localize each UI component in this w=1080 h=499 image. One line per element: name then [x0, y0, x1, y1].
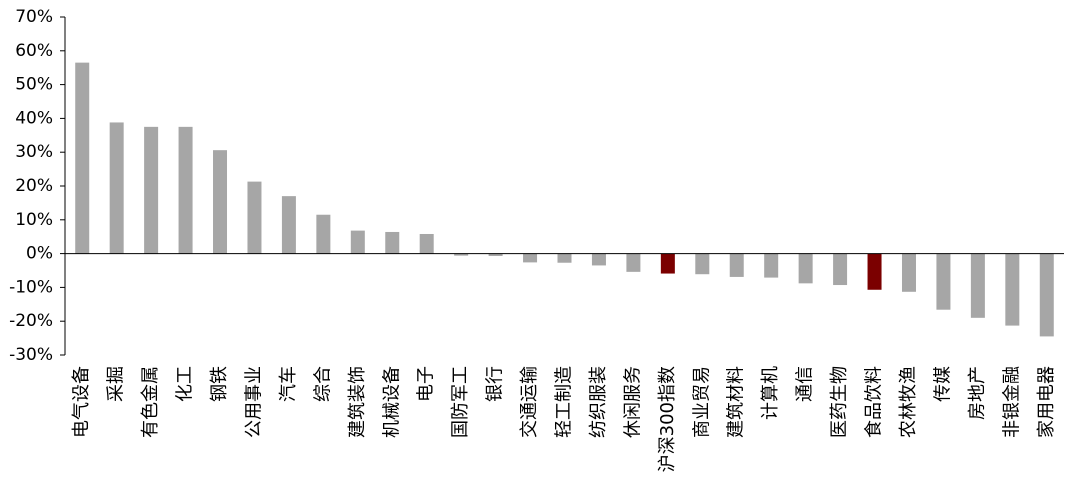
category-label: 电子	[416, 366, 437, 402]
bar	[385, 231, 400, 254]
category-label: 机械设备	[381, 366, 402, 438]
category-label: 钢铁	[209, 366, 230, 402]
y-tick-label: 10%	[15, 210, 53, 230]
category-label: 非银金融	[1001, 366, 1022, 438]
bar	[764, 253, 779, 278]
bar	[1005, 253, 1020, 326]
y-tick-label: -30%	[9, 345, 53, 365]
y-tick-label: 70%	[15, 7, 53, 27]
bar	[729, 253, 744, 277]
bar	[213, 150, 228, 254]
bar	[557, 253, 572, 263]
category-label: 公用事业	[244, 366, 265, 438]
bar	[867, 253, 882, 290]
category-label: 交通运输	[519, 366, 540, 438]
category-label: 传媒	[932, 366, 953, 402]
category-label: 家用电器	[1036, 366, 1057, 438]
y-tick-label: -20%	[9, 311, 53, 331]
category-label: 商业贸易	[691, 366, 712, 438]
category-label: 医药生物	[829, 366, 850, 438]
bar	[247, 181, 262, 254]
category-label: 计算机	[760, 366, 781, 420]
category-label: 化工	[175, 366, 196, 402]
category-label: 建筑装饰	[347, 366, 368, 438]
bar	[833, 253, 848, 286]
category-label: 银行	[485, 366, 506, 402]
category-label: 沪深300指数	[657, 366, 678, 472]
y-tick-label: 50%	[15, 75, 53, 95]
bar	[660, 253, 675, 274]
bar	[695, 253, 710, 275]
category-label: 休闲服务	[622, 366, 643, 438]
category-label: 国防军工	[450, 366, 471, 438]
bar	[178, 126, 193, 254]
bar	[798, 253, 813, 284]
category-label: 电气设备	[71, 366, 92, 438]
category-label: 食品饮料	[864, 366, 885, 438]
bar	[144, 126, 159, 254]
category-labels: 电气设备 采掘 有色金属 化工 钢铁 公用事业 汽车 综合 建筑装饰 机械设备 电子 国防军工 银行 交通…	[71, 366, 1057, 472]
category-label: 通信	[795, 366, 816, 402]
y-axis: 70% 60% 50% 40% 30% 20% 10% 0% -10% -20% -30%	[9, 7, 66, 365]
bar	[419, 233, 434, 254]
bar	[350, 230, 365, 254]
y-tick-label: -10%	[9, 277, 53, 297]
category-label: 有色金属	[140, 366, 161, 438]
category-label: 综合	[312, 366, 333, 402]
category-label: 房地产	[967, 366, 988, 420]
bar	[901, 253, 916, 292]
category-label: 纺织服装	[588, 366, 609, 438]
bar	[75, 62, 90, 254]
y-tick-label: 60%	[15, 41, 53, 61]
bar	[281, 196, 296, 254]
bar	[970, 253, 985, 318]
bar	[454, 253, 469, 256]
bar	[109, 122, 124, 254]
category-label: 农林牧渔	[898, 366, 919, 438]
bar	[488, 253, 503, 256]
bar	[626, 253, 641, 272]
bars	[75, 62, 1054, 337]
bar	[316, 214, 331, 254]
bar	[591, 253, 606, 266]
y-tick-label: 40%	[15, 108, 53, 128]
y-tick-label: 30%	[15, 142, 53, 162]
category-label: 汽车	[278, 366, 299, 402]
y-tick-label: 0%	[26, 244, 53, 264]
bar	[523, 253, 538, 263]
category-label: 采掘	[106, 366, 127, 402]
category-label: 轻工制造	[554, 366, 575, 438]
bar	[936, 253, 951, 310]
y-tick-label: 20%	[15, 176, 53, 196]
category-label: 建筑材料	[726, 366, 747, 438]
bar	[1039, 253, 1054, 337]
